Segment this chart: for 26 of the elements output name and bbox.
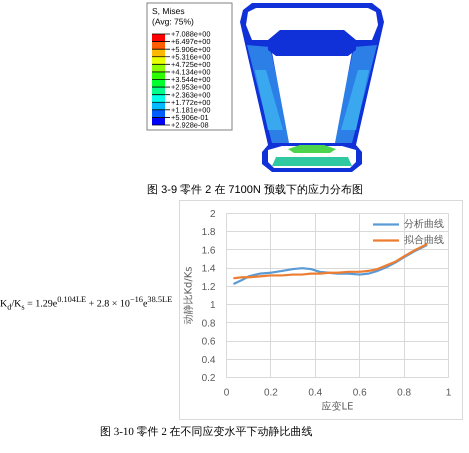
y-tick-label: 0.8 bbox=[202, 318, 216, 330]
y-tick-label: 0.2 bbox=[202, 373, 216, 384]
legend-label: 分析曲线 bbox=[404, 218, 444, 231]
y-tick-label: 1.6 bbox=[202, 245, 216, 256]
x-axis-title: 应变LE bbox=[322, 400, 354, 412]
x-tick-label: 0.4 bbox=[308, 388, 323, 398]
y-tick-label: 1 bbox=[210, 300, 216, 312]
x-tick-label: 0.6 bbox=[352, 388, 368, 398]
y-tick-label: 0.6 bbox=[202, 336, 216, 348]
text: 图 3-9 零件 2 在 7100N 预载下的应力分布图 bbox=[147, 183, 363, 196]
y-tick-label: 2 bbox=[210, 209, 216, 220]
y-tick-label: 0.4 bbox=[202, 354, 216, 366]
y-tick-label: 1.8 bbox=[202, 227, 216, 238]
line-series bbox=[233, 243, 428, 280]
legend-label: 拟合曲线 bbox=[404, 234, 444, 247]
line-series bbox=[233, 244, 428, 285]
text: 图 3-10 零件 2 在不同应变水平下动静比曲线 bbox=[99, 424, 313, 440]
y-axis-title: 动静比Kd/Ks bbox=[182, 266, 195, 325]
text: K$_{d}$/K$_{s}$ = 1.29e$^{0.104LE}$ + 2.8 × 10$^{−16}$e$^{38.5LE}$ bbox=[0, 295, 172, 312]
x-tick-label: 0.8 bbox=[397, 388, 412, 398]
x-tick-label: 0 bbox=[224, 388, 230, 398]
x-tick-label: 1 bbox=[446, 388, 452, 398]
legend-title: S, Mises (Avg: 75%) bbox=[152, 6, 194, 26]
x-tick-label: 0.2 bbox=[264, 388, 278, 398]
y-tick-label: 1.4 bbox=[202, 264, 216, 275]
y-tick-label: 1.2 bbox=[202, 282, 216, 293]
